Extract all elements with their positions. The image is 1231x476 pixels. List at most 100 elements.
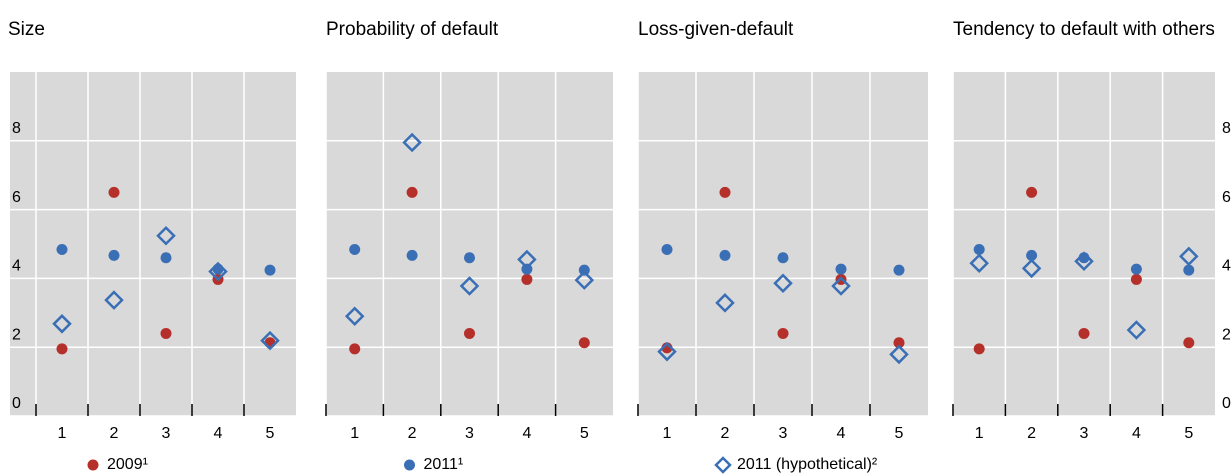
point [1074, 251, 1094, 271]
point [1130, 263, 1142, 275]
legend-item: 2011 (hypothetical)² [714, 456, 878, 474]
x-tick-label: 1 [58, 425, 67, 442]
point [1021, 258, 1042, 279]
legend-label: 2011 (hypothetical)² [737, 456, 878, 473]
point [893, 264, 905, 276]
x-tick-label: 1 [350, 425, 359, 442]
point [521, 273, 533, 285]
y-tick-label: 6 [1222, 189, 1231, 206]
point [578, 337, 590, 349]
point [104, 290, 124, 310]
legend-marker [714, 456, 732, 474]
x-tick-label: 5 [580, 425, 589, 442]
x-tick-label: 4 [522, 425, 531, 442]
point [661, 244, 673, 256]
point [260, 330, 280, 351]
y-tick-label: 2 [1222, 326, 1231, 343]
point [773, 273, 793, 293]
point [1026, 186, 1038, 198]
point [1179, 246, 1199, 267]
point [464, 327, 475, 339]
legend-label: 2009¹ [107, 456, 148, 473]
legend-item: 2011¹ [404, 456, 463, 473]
point [406, 249, 418, 261]
x-tick-label: 3 [162, 425, 171, 442]
x-tick-label: 4 [1132, 425, 1141, 442]
point [349, 343, 361, 355]
x-tick-label: 3 [465, 425, 474, 442]
point [835, 263, 847, 275]
point [969, 253, 989, 274]
point [719, 186, 731, 198]
point [578, 264, 590, 276]
point [56, 343, 68, 355]
x-tick-label: 1 [975, 425, 984, 442]
point [56, 244, 68, 256]
legend-label: 2011¹ [424, 456, 464, 473]
y-tick-label: 0 [1222, 395, 1231, 412]
point [1078, 327, 1090, 339]
legend-item: 2009¹ [87, 456, 148, 473]
x-tick-label: 1 [663, 425, 672, 442]
x-tick-label: 5 [266, 425, 275, 442]
panel-title: Loss-given-default [638, 19, 794, 40]
panel-title: Probability of default [326, 19, 499, 40]
legend-marker [404, 459, 415, 471]
point [344, 306, 365, 327]
point [108, 249, 120, 261]
x-tick-label: 3 [779, 425, 788, 442]
point [264, 264, 276, 276]
point [777, 327, 789, 339]
y-tick-label: 0 [12, 395, 21, 412]
point [831, 276, 851, 296]
y-tick-label: 2 [12, 326, 21, 343]
point [1183, 337, 1195, 349]
plot-area [953, 72, 1215, 416]
x-tick-label: 2 [721, 425, 730, 442]
point [1026, 249, 1038, 261]
point [402, 132, 422, 153]
point [349, 244, 361, 256]
point [108, 186, 120, 198]
point [459, 276, 480, 296]
x-tick-label: 2 [408, 425, 417, 442]
point [715, 293, 735, 313]
point [657, 341, 677, 362]
point [464, 252, 475, 264]
y-tick-label: 4 [12, 258, 21, 275]
point [156, 225, 176, 246]
x-tick-label: 4 [837, 425, 846, 442]
point [893, 337, 905, 349]
point [1126, 320, 1147, 340]
point [973, 244, 985, 256]
plot-area [10, 72, 296, 416]
point [160, 252, 172, 264]
x-tick-label: 2 [1027, 425, 1036, 442]
x-tick-label: 4 [214, 425, 223, 442]
panel-title: Size [8, 19, 45, 40]
plot-area [638, 72, 928, 416]
x-tick-label: 5 [1184, 425, 1193, 442]
y-tick-label: 8 [1222, 120, 1231, 137]
point [52, 314, 72, 334]
point [719, 249, 731, 261]
x-tick-label: 5 [895, 425, 904, 442]
point [777, 252, 789, 264]
point [1130, 273, 1142, 285]
legend-marker [87, 459, 99, 471]
point [517, 249, 537, 270]
point [889, 344, 909, 365]
panel-title: Tendency to default with others [953, 19, 1215, 40]
plot-area [326, 72, 613, 416]
point [160, 327, 172, 339]
y-tick-label: 4 [1222, 258, 1231, 275]
x-tick-label: 2 [110, 425, 119, 442]
point [973, 343, 985, 355]
point [406, 186, 418, 198]
point [1183, 264, 1195, 276]
x-tick-label: 3 [1080, 425, 1089, 442]
y-tick-label: 8 [12, 120, 21, 137]
point [574, 270, 595, 290]
